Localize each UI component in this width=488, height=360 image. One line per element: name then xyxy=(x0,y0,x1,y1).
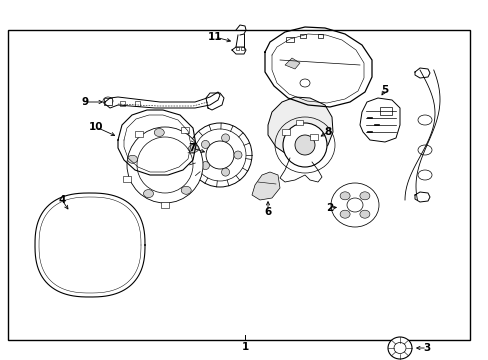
Bar xyxy=(135,101,140,106)
Ellipse shape xyxy=(127,127,203,203)
Bar xyxy=(241,47,244,50)
Ellipse shape xyxy=(154,129,164,136)
Ellipse shape xyxy=(417,145,431,155)
Ellipse shape xyxy=(194,129,245,181)
Ellipse shape xyxy=(294,135,314,155)
Bar xyxy=(123,176,131,182)
Text: 4: 4 xyxy=(58,195,65,205)
Ellipse shape xyxy=(187,123,251,187)
Text: 1: 1 xyxy=(241,342,248,352)
Ellipse shape xyxy=(234,151,242,159)
Ellipse shape xyxy=(346,198,362,212)
Ellipse shape xyxy=(127,155,137,163)
Ellipse shape xyxy=(340,210,349,218)
Polygon shape xyxy=(285,58,299,69)
Bar xyxy=(120,101,125,106)
Ellipse shape xyxy=(393,342,405,354)
Ellipse shape xyxy=(221,168,229,176)
Ellipse shape xyxy=(417,115,431,125)
Ellipse shape xyxy=(387,337,411,359)
Ellipse shape xyxy=(181,186,191,194)
Bar xyxy=(285,37,293,42)
Text: 9: 9 xyxy=(81,97,88,107)
Ellipse shape xyxy=(201,140,209,148)
Bar xyxy=(309,134,317,140)
Polygon shape xyxy=(251,172,280,200)
Ellipse shape xyxy=(221,134,229,142)
Ellipse shape xyxy=(330,183,378,227)
Text: 7: 7 xyxy=(188,143,195,153)
Text: 11: 11 xyxy=(207,32,222,42)
Text: 8: 8 xyxy=(324,127,331,137)
Polygon shape xyxy=(267,97,332,158)
Ellipse shape xyxy=(188,144,198,153)
Ellipse shape xyxy=(205,141,234,169)
Ellipse shape xyxy=(299,79,309,87)
Text: 5: 5 xyxy=(381,85,388,95)
Bar xyxy=(317,34,323,38)
Bar xyxy=(181,127,189,133)
Text: 6: 6 xyxy=(264,207,271,217)
Bar xyxy=(299,34,305,38)
Ellipse shape xyxy=(359,192,369,200)
Text: 3: 3 xyxy=(423,343,430,353)
Bar xyxy=(282,129,289,135)
Ellipse shape xyxy=(137,137,193,193)
Ellipse shape xyxy=(143,190,153,198)
Ellipse shape xyxy=(103,97,113,105)
Ellipse shape xyxy=(417,170,431,180)
Bar xyxy=(135,131,143,138)
Ellipse shape xyxy=(283,123,326,167)
Bar xyxy=(295,120,303,125)
Polygon shape xyxy=(359,98,399,142)
Bar xyxy=(379,107,391,115)
Ellipse shape xyxy=(201,162,209,170)
Ellipse shape xyxy=(359,210,369,218)
Bar xyxy=(236,47,239,50)
Ellipse shape xyxy=(340,192,349,200)
Text: 2: 2 xyxy=(325,203,333,213)
Bar xyxy=(161,202,169,208)
Text: 10: 10 xyxy=(88,122,103,132)
Bar xyxy=(8,30,469,340)
Bar xyxy=(104,98,112,105)
